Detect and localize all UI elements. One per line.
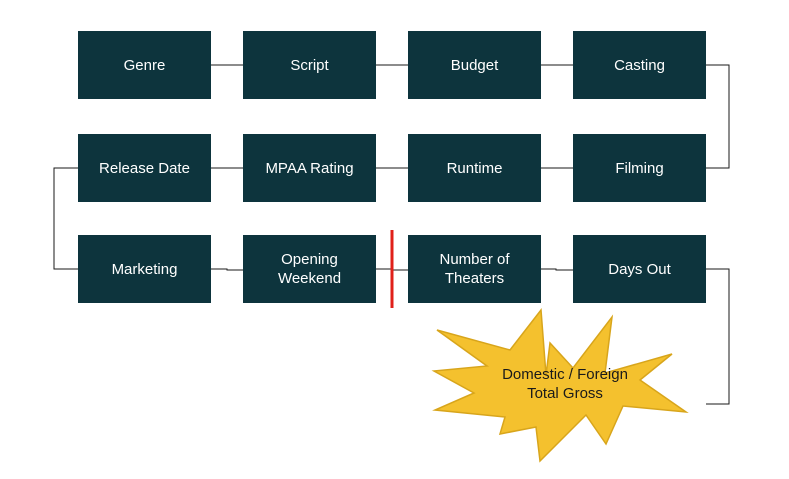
connector-daysout-outcome xyxy=(706,268,730,405)
connector-theaters-daysout xyxy=(541,268,573,271)
node-casting: Casting xyxy=(573,31,706,99)
connector-marketing-opening xyxy=(211,268,243,271)
node-opening-weekend: Opening Weekend xyxy=(243,235,376,303)
connector-release-marketing xyxy=(53,167,78,270)
node-mpaa-rating: MPAA Rating xyxy=(243,134,376,202)
outcome-line-2: Total Gross xyxy=(527,385,603,402)
node-genre: Genre xyxy=(78,31,211,99)
explosion-burst-shape xyxy=(431,308,689,463)
node-days-out: Days Out xyxy=(573,235,706,303)
node-runtime: Runtime xyxy=(408,134,541,202)
outcome-burst-label: Domestic / Foreign Total Gross xyxy=(480,365,650,403)
node-number-of-theaters: Number of Theaters xyxy=(408,235,541,303)
node-marketing: Marketing xyxy=(78,235,211,303)
node-budget: Budget xyxy=(408,31,541,99)
node-script: Script xyxy=(243,31,376,99)
node-filming: Filming xyxy=(573,134,706,202)
connector-casting-filming xyxy=(706,64,730,169)
outcome-line-1: Domestic / Foreign xyxy=(502,366,628,383)
node-release-date: Release Date xyxy=(78,134,211,202)
